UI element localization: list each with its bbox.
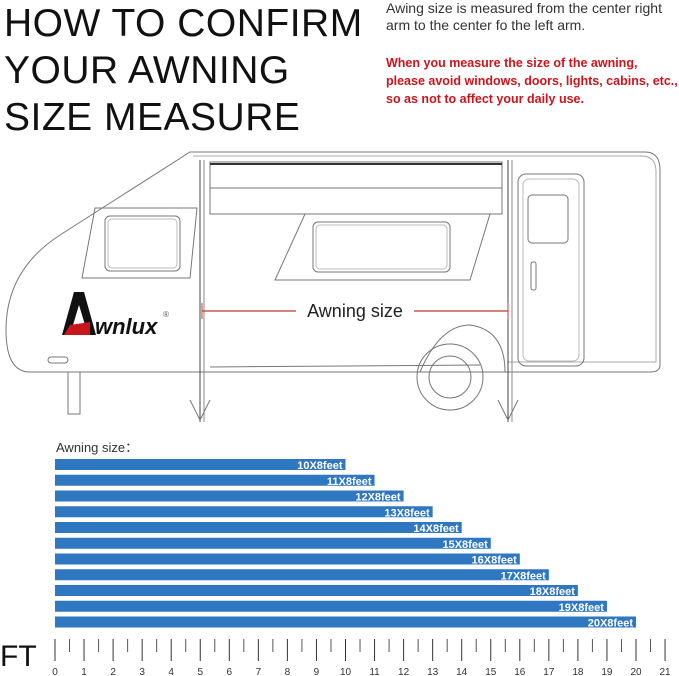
tick-label: 21: [659, 667, 671, 676]
bar-label: 17X8feet: [501, 570, 547, 582]
bar-label: 19X8feet: [559, 602, 605, 614]
measure-label: Awning size: [307, 301, 403, 321]
tick-label: 15: [485, 667, 497, 676]
tick-label: 10: [340, 667, 352, 676]
front-window-panel: [81, 207, 198, 279]
bar: [55, 569, 549, 581]
door: [517, 173, 585, 367]
tick-label: 7: [256, 667, 262, 676]
tick-label: 12: [398, 667, 410, 676]
tick-label: 13: [427, 667, 439, 676]
tick-label: 8: [285, 667, 291, 676]
bar: [55, 459, 346, 470]
page-title: HOW TO CONFIRM YOUR AWNING SIZE MEASURE: [4, 0, 363, 141]
tick-label: 9: [314, 667, 320, 676]
bar-label: 13X8feet: [384, 507, 430, 519]
side-window: [312, 221, 451, 273]
warning-note: When you measure the size of the awning,…: [386, 56, 678, 106]
tick-label: 19: [601, 667, 613, 676]
tick-label: 14: [456, 667, 468, 676]
chart-title: Awning size：: [56, 440, 138, 455]
svg-text:wnlux: wnlux: [95, 314, 158, 339]
bar: [55, 616, 636, 628]
bar: [55, 600, 607, 612]
tick-label: 17: [543, 667, 555, 676]
bar-label: 15X8feet: [442, 539, 488, 551]
title-line: YOUR AWNING: [4, 49, 290, 92]
wheel: [416, 343, 484, 411]
bar-label: 11X8feet: [327, 476, 372, 488]
brand-logo: wnlux ®: [62, 292, 169, 339]
bar-label: 10X8feet: [297, 460, 343, 472]
camper-body: [5, 151, 661, 373]
front-window: [104, 215, 181, 272]
tick-label: 4: [168, 667, 174, 676]
bar: [55, 585, 578, 596]
tick-label: 11: [369, 667, 380, 676]
svg-text:®: ®: [163, 310, 169, 319]
jack-leg: [67, 371, 81, 415]
measurement-note: Awing size is measured from the center r…: [386, 0, 662, 33]
tick-label: 3: [139, 667, 145, 676]
tick-label: 1: [81, 667, 87, 676]
title-line: SIZE MEASURE: [4, 96, 301, 139]
side-window-panel: [274, 213, 491, 281]
tick-label: 16: [514, 667, 526, 676]
bar-label: 20X8feet: [588, 618, 634, 630]
x-axis-label: FT: [0, 640, 37, 673]
tick-label: 0: [52, 667, 58, 676]
tick-label: 20: [630, 667, 642, 676]
bar: [55, 490, 404, 502]
bar-label: 16X8feet: [472, 555, 518, 567]
tick-label: 2: [110, 667, 116, 676]
tick-label: 5: [197, 667, 203, 676]
bar-label: 18X8feet: [530, 586, 576, 598]
bar-label: 12X8feet: [355, 492, 401, 504]
bar: [55, 553, 520, 565]
tick-label: 18: [572, 667, 584, 676]
tick-label: 6: [227, 667, 233, 676]
bar: [55, 522, 462, 533]
bar: [55, 537, 491, 549]
bar-label: 14X8feet: [413, 523, 459, 535]
bar: [55, 506, 433, 518]
bar: [55, 474, 375, 486]
title-line: HOW TO CONFIRM: [4, 2, 363, 45]
